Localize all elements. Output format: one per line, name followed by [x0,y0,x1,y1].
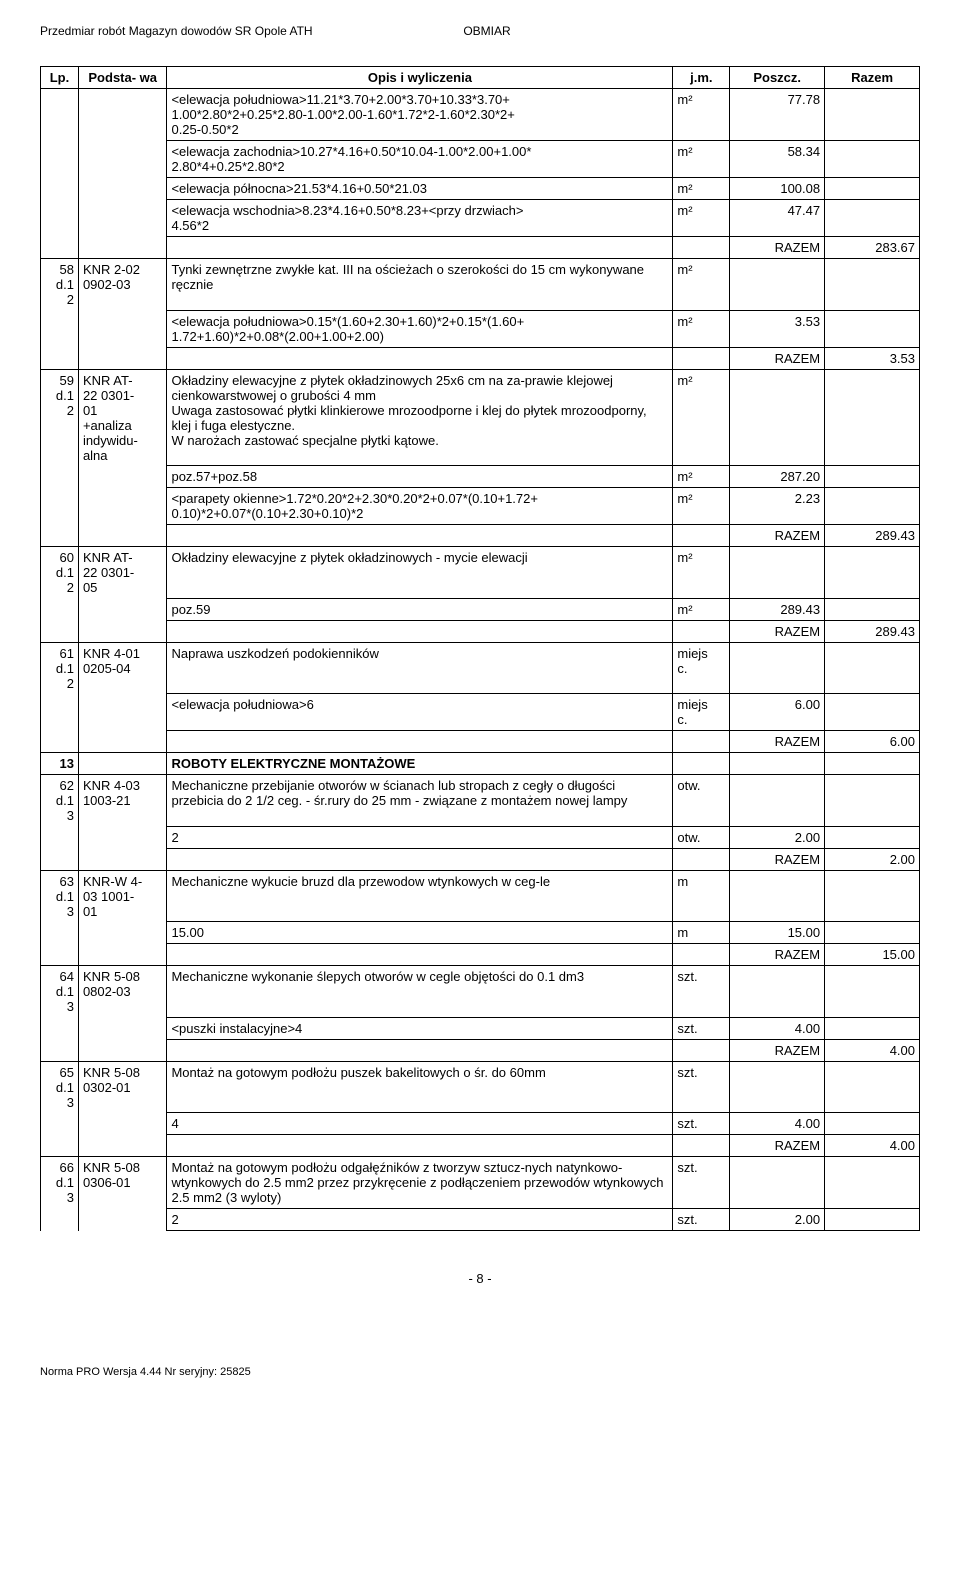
table-row: 2szt.2.00 [41,1209,920,1231]
footer-note: Norma PRO Wersja 4.44 Nr seryjny: 25825 [40,1366,920,1378]
col-opis: Opis i wyliczenia [167,67,673,89]
table-row: 60 d.1 2KNR AT- 22 0301- 05Okładziny ele… [41,547,920,599]
header-right: OBMIAR [463,24,510,38]
table-row: 64 d.1 3KNR 5-08 0802-03Mechaniczne wyko… [41,966,920,1018]
obmiar-table: Lp. Podsta- wa Opis i wyliczenia j.m. Po… [40,66,920,1231]
table-row: <parapety okienne>1.72*0.20*2+2.30*0.20*… [41,488,920,525]
table-row: RAZEM283.67 [41,237,920,259]
table-row: <elewacja południowa>6miejs c.6.00 [41,694,920,731]
col-pod: Podsta- wa [78,67,167,89]
table-row: 58 d.1 2KNR 2-02 0902-03Tynki zewnętrzne… [41,259,920,311]
table-row: <elewacja północna>21.53*4.16+0.50*21.03… [41,178,920,200]
col-jm: j.m. [673,67,730,89]
table-row: 63 d.1 3KNR-W 4- 03 1001- 01Mechaniczne … [41,870,920,922]
table-row: RAZEM4.00 [41,1039,920,1061]
table-row: <elewacja wschodnia>8.23*4.16+0.50*8.23+… [41,200,920,237]
page-body: Przedmiar robót Magazyn dowodów SR Opole… [0,0,960,1402]
table-row: RAZEM4.00 [41,1135,920,1157]
table-row: RAZEM6.00 [41,731,920,753]
table-row: 2otw.2.00 [41,826,920,848]
col-lp: Lp. [41,67,79,89]
table-row: RAZEM289.43 [41,620,920,642]
table-row: <elewacja południowa>0.15*(1.60+2.30+1.6… [41,310,920,347]
table-row: 59 d.1 2KNR AT- 22 0301- 01 +analiza ind… [41,369,920,466]
table-row: RAZEM2.00 [41,848,920,870]
table-row: poz.57+poz.58m²287.20 [41,466,920,488]
table-row: 65 d.1 3KNR 5-08 0302-01Montaż na gotowy… [41,1061,920,1113]
table-row: <puszki instalacyjne>4szt.4.00 [41,1017,920,1039]
page-header: Przedmiar robót Magazyn dowodów SR Opole… [40,24,920,38]
table-row: <elewacja zachodnia>10.27*4.16+0.50*10.0… [41,141,920,178]
table-row: RAZEM15.00 [41,944,920,966]
table-row: RAZEM289.43 [41,525,920,547]
table-row: 15.00m15.00 [41,922,920,944]
header-left: Przedmiar robót Magazyn dowodów SR Opole… [40,24,460,38]
col-poszcz: Poszcz. [730,67,825,89]
page-number: - 8 - [40,1271,920,1286]
table-body: <elewacja południowa>11.21*3.70+2.00*3.7… [41,89,920,1231]
table-row: 61 d.1 2KNR 4-01 0205-04Naprawa uszkodze… [41,642,920,694]
table-row: <elewacja południowa>11.21*3.70+2.00*3.7… [41,89,920,141]
table-row: 62 d.1 3KNR 4-03 1003-21Mechaniczne prze… [41,775,920,827]
table-header-row: Lp. Podsta- wa Opis i wyliczenia j.m. Po… [41,67,920,89]
table-row: 13ROBOTY ELEKTRYCZNE MONTAŻOWE [41,753,920,775]
table-row: poz.59m²289.43 [41,598,920,620]
table-row: RAZEM3.53 [41,347,920,369]
table-row: 66 d.1 3KNR 5-08 0306-01Montaż na gotowy… [41,1157,920,1209]
table-row: 4szt.4.00 [41,1113,920,1135]
col-razem: Razem [825,67,920,89]
